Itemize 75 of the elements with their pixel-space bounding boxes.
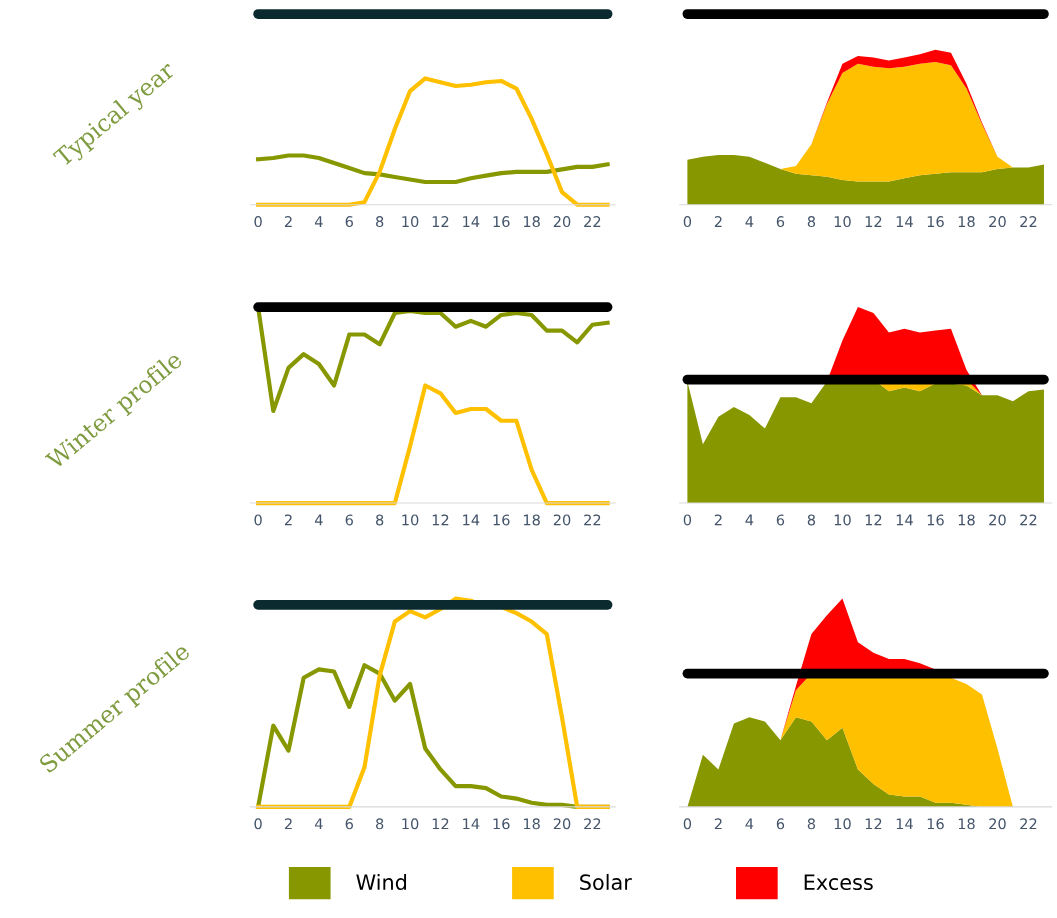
x-tick-label: 2 [714,216,722,227]
x-tick-label: 14 [896,818,913,830]
x-tick-label: 6 [776,818,785,830]
x-tick-label: 18 [958,514,975,526]
legend-label: Wind [356,873,407,891]
x-tick-label: 10 [834,818,851,830]
x-tick-label: 10 [834,216,851,228]
x-tick-label: 16 [927,514,944,526]
x-tick-label: 6 [345,216,353,228]
legend-label: Excess [804,874,873,891]
x-tick-label: 4 [314,818,323,830]
x-tick-label: 22 [584,818,601,830]
x-tick-label: 4 [745,216,754,227]
x-tick-label: 2 [284,216,292,227]
x-tick-label: 10 [402,216,419,228]
x-tick-label: 22 [1020,818,1037,830]
x-tick-label: 20 [989,216,1006,228]
x-tick-label: 12 [432,514,449,526]
x-tick-label: 20 [989,818,1006,830]
x-tick-label: 8 [376,818,384,830]
x-tick-label: 16 [493,514,510,526]
x-tick-label: 8 [376,216,384,228]
x-tick-label: 8 [807,818,816,830]
x-tick-label: 22 [584,216,601,227]
x-tick-label: 4 [314,216,323,227]
x-tick-label: 4 [745,818,754,830]
x-tick-label: 6 [776,216,785,228]
x-tick-label: 16 [927,818,944,830]
x-tick-label: 6 [345,818,353,830]
x-tick-label: 18 [523,818,540,830]
x-tick-label: 22 [1020,216,1037,227]
x-tick-label: 8 [807,216,816,228]
x-tick-label: 14 [896,514,913,526]
x-tick-label: 16 [927,216,944,228]
x-tick-label: 10 [834,514,851,526]
x-tick-label: 12 [865,818,882,830]
x-tick-label: 0 [254,216,262,228]
x-tick-label: 18 [958,818,975,830]
legend-label: Solar [580,873,632,891]
x-tick-label: 14 [463,216,480,227]
x-tick-label: 6 [345,514,353,526]
x-tick-label: 0 [254,514,262,526]
x-tick-label: 14 [463,514,480,526]
x-tick-label: 16 [493,216,510,228]
x-tick-label: 8 [807,514,816,526]
x-tick-label: 22 [584,514,601,526]
x-tick-label: 8 [376,514,384,526]
x-tick-label: 2 [284,514,292,526]
x-tick-label: 22 [1020,514,1037,526]
x-tick-label: 2 [714,514,722,526]
x-tick-label: 0 [254,818,262,830]
x-tick-label: 2 [714,818,722,830]
x-tick-label: 12 [865,216,882,227]
x-tick-label: 20 [553,216,571,228]
x-tick-label: 18 [958,216,975,228]
x-tick-label: 18 [523,216,540,228]
x-tick-label: 12 [432,818,449,830]
x-tick-label: 10 [402,514,419,526]
x-tick-label: 12 [432,216,449,227]
x-tick-label: 20 [989,514,1006,526]
x-tick-label: 10 [402,818,419,830]
x-tick-label: 4 [314,514,323,526]
x-tick-label: 0 [683,818,692,830]
x-tick-label: 2 [284,818,292,830]
x-tick-label: 20 [553,514,571,526]
x-tick-label: 16 [493,818,510,830]
x-tick-label: 4 [745,514,754,526]
x-tick-label: 18 [523,514,540,526]
x-tick-label: 0 [683,216,692,228]
x-tick-label: 20 [553,818,571,830]
x-tick-label: 12 [865,514,882,526]
x-tick-label: 14 [463,818,480,830]
x-tick-label: 6 [776,514,785,526]
x-tick-label: 14 [896,216,913,227]
x-tick-label: 0 [683,514,692,526]
